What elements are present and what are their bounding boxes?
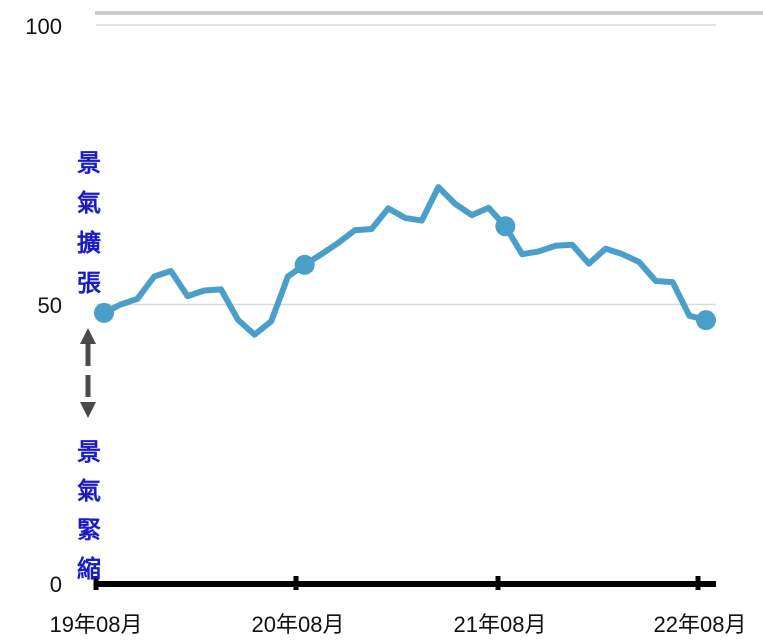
- x-tick-label: 22年08月: [654, 612, 747, 637]
- series-line: [101, 184, 709, 338]
- double-arrow-icon: [80, 328, 96, 418]
- series-point: [495, 216, 516, 237]
- series-point: [94, 302, 114, 323]
- top-bar: [95, 11, 763, 15]
- x-tick-label: 20年08月: [252, 612, 345, 637]
- series-point: [696, 310, 716, 331]
- contraction-label-text: 景氣緊縮: [77, 438, 101, 583]
- gridlines: [96, 24, 716, 306]
- y-tick-label: 0: [50, 572, 62, 597]
- x-tick-label: 19年08月: [50, 612, 143, 637]
- y-tick-label: 100: [25, 14, 62, 39]
- y-tick-label: 50: [38, 293, 62, 318]
- series-markers: [94, 216, 716, 331]
- series-point: [294, 254, 315, 275]
- expansion-label: 景氣擴張: [77, 149, 102, 297]
- x-ticks: [93, 576, 701, 590]
- x-tick-label: 21年08月: [454, 612, 547, 637]
- contraction-label: 景氣緊縮: [77, 438, 101, 583]
- expansion-label-text: 景氣擴張: [77, 149, 102, 297]
